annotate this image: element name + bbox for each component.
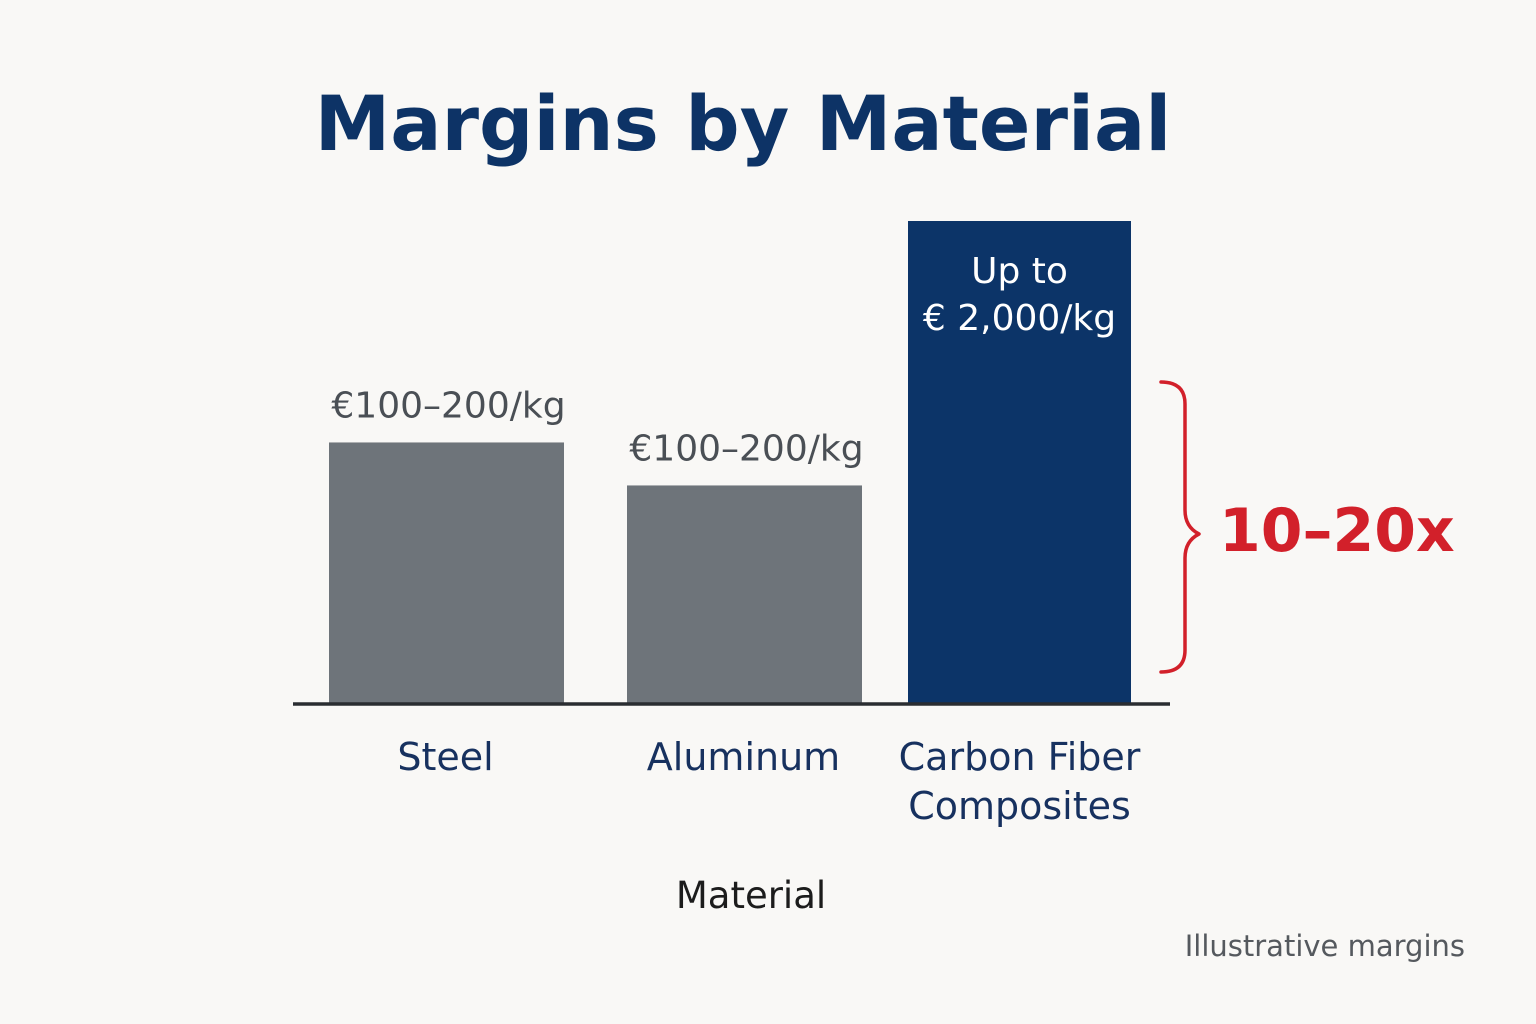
bars-group <box>329 221 1131 703</box>
value-label-1: €100–200/kg <box>629 428 863 469</box>
bar-aluminum <box>627 485 862 703</box>
bar-carbon-fiber-composites <box>908 221 1131 703</box>
category-label-1: Aluminum <box>647 735 840 779</box>
value-label-2-line-0: Up to <box>971 251 1068 292</box>
x-axis-title: Material <box>676 874 826 917</box>
chart-title: Margins by Material <box>315 79 1172 168</box>
multiplier-callout: 10–20x <box>1219 496 1455 566</box>
value-labels-group: €100–200/kg €100–200/kg Up to € 2,000/kg <box>331 251 1116 469</box>
value-label-0: €100–200/kg <box>331 385 565 426</box>
footnote: Illustrative margins <box>1185 929 1465 963</box>
callout-brace <box>1159 380 1201 674</box>
category-label-2-line-1: Composites <box>908 784 1131 828</box>
category-label-2-line-0: Carbon Fiber <box>899 735 1141 779</box>
category-labels-group: Steel Aluminum Carbon Fiber Composites <box>397 735 1140 828</box>
value-label-2-line-1: € 2,000/kg <box>923 298 1116 339</box>
bar-steel <box>329 442 564 703</box>
category-label-0: Steel <box>397 735 493 779</box>
